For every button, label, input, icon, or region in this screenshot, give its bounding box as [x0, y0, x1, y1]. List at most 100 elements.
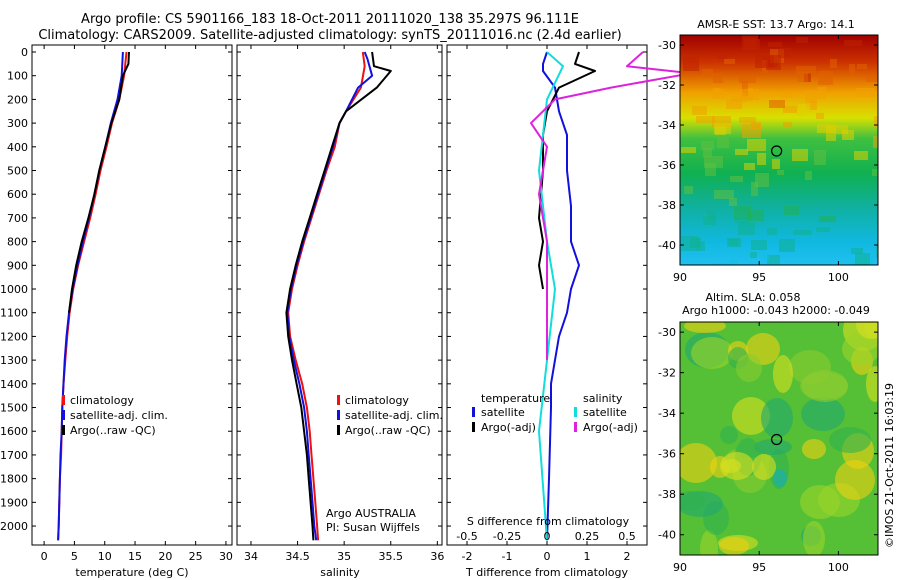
sst-texture-cell — [734, 206, 751, 220]
y-tick-label: 500 — [7, 165, 28, 178]
sst-texture-cell — [816, 113, 824, 119]
sst-texture-cell — [781, 93, 792, 98]
y-tick-label: 1300 — [0, 354, 28, 367]
sst-texture-cell — [713, 88, 720, 94]
x-tick-label: 30 — [219, 550, 233, 563]
argo-location-marker — [771, 433, 783, 446]
sst-texture-cell — [683, 57, 699, 71]
sst-texture-cell — [742, 35, 760, 50]
series-line-t-satellite — [542, 51, 580, 541]
x-tick-label: 100 — [828, 561, 849, 574]
x-tick-label: 1 — [584, 550, 591, 563]
sst-texture-cell — [817, 124, 835, 133]
sst-texture-cell — [779, 239, 795, 252]
sst-texture-cell — [735, 149, 748, 155]
x-tick-label: -2 — [462, 550, 473, 563]
sst-texture-cell — [747, 139, 766, 151]
sla-texture-cell — [800, 372, 848, 400]
y-tick-label: -30 — [658, 39, 676, 52]
series-line-s-satellite — [538, 51, 564, 541]
sst-texture-cell — [816, 227, 830, 232]
sst-texture-cell — [729, 198, 737, 206]
y-tick-label: -34 — [658, 407, 676, 420]
sla-texture-cell — [761, 398, 793, 438]
sst-texture-cell — [767, 228, 777, 235]
y-tick-label: 1400 — [0, 378, 28, 391]
salinity-xlabel: salinity — [320, 566, 360, 579]
difference-legend-temperature: temperature satellite Argo(-adj) — [472, 392, 550, 434]
temperature-xlabel: temperature (deg C) — [75, 566, 188, 579]
sst-texture-cell — [729, 239, 738, 245]
y-tick-label: -36 — [658, 159, 676, 172]
sla-texture-cell — [754, 439, 792, 455]
sal-diff-tick-label: -0.25 — [493, 530, 521, 543]
y-tick-label: -38 — [658, 488, 676, 501]
sst-texture-cell — [793, 230, 812, 235]
sla-texture-cell — [680, 443, 717, 483]
sst-texture-cell — [701, 141, 714, 150]
sst-texture-cell — [873, 136, 878, 148]
sst-map-frame — [679, 34, 879, 266]
sst-texture-cell — [703, 216, 716, 225]
sst-texture-cell — [778, 48, 791, 58]
sst-texture-cell — [810, 100, 817, 110]
sst-texture-cell — [711, 263, 726, 265]
y-tick-label: -34 — [658, 119, 676, 132]
salinity-legend: climatology satellite-adj. clim. Argo(..… — [337, 394, 443, 437]
sst-texture-cell — [818, 71, 833, 85]
sst-texture-cell — [705, 163, 716, 176]
x-tick-label: 35.5 — [379, 550, 404, 563]
y-tick-label: 2000 — [0, 520, 28, 533]
y-tick-label: 1200 — [0, 330, 28, 343]
sst-texture-cell — [826, 126, 836, 141]
x-tick-label: 95 — [752, 561, 766, 574]
y-tick-label: 400 — [7, 141, 28, 154]
series-line-argo-raw-qc — [285, 51, 392, 541]
sst-texture-cell — [844, 40, 862, 46]
sst-texture-cell — [729, 260, 738, 265]
sst-texture-cell — [714, 123, 731, 134]
sst-texture-cell — [814, 150, 826, 165]
x-tick-label: 0 — [41, 550, 48, 563]
x-tick-label: 35 — [337, 550, 351, 563]
sla-map-panel: Altim. SLA: 0.058 Argo h1000: -0.043 h20… — [658, 291, 879, 574]
difference-legend-salinity: salinity satellite Argo(-adj) — [574, 392, 638, 434]
legend-swatch-s-argo — [574, 422, 577, 432]
difference-panel: -2 -1 0 1 2 T difference from climatology S … — [446, 44, 692, 579]
sla-texture-cell — [732, 397, 770, 435]
sst-texture-cell — [866, 76, 878, 82]
sst-texture-cell — [713, 73, 723, 83]
y-tick-label: 1500 — [0, 402, 28, 415]
sst-texture-cell — [684, 186, 693, 194]
sst-texture-cell — [748, 210, 764, 221]
sst-texture-cell — [714, 190, 734, 199]
series-line-s-argo-adj — [530, 51, 692, 361]
sst-texture-cell — [762, 253, 769, 260]
sla-texture-cell — [752, 454, 776, 480]
sal-diff-tick-label: 0.25 — [575, 530, 600, 543]
sla-texture-cell — [842, 333, 878, 365]
sla-texture-cell — [800, 485, 840, 519]
sst-texture-cell — [739, 117, 756, 123]
sst-texture-cell — [692, 106, 707, 115]
legend-climatology: climatology — [70, 394, 134, 407]
x-tick-label: -1 — [502, 550, 513, 563]
y-tick-label: 1100 — [0, 307, 28, 320]
sst-texture-cell — [717, 54, 727, 59]
temperature-panel: 0100200300400500600700800900100011001200… — [0, 44, 233, 579]
sst-texture-cell — [835, 125, 848, 134]
legend-swatch-satellite — [62, 410, 65, 420]
header-line2: Climatology: CARS2009. Satellite-adjuste… — [38, 28, 621, 43]
sst-texture-cell — [731, 93, 746, 102]
sst-texture-cell — [757, 153, 766, 165]
sla-texture-cell — [680, 491, 705, 511]
sst-texture-cell — [744, 163, 755, 170]
sst-texture-cell — [872, 169, 878, 176]
y-tick-label: 200 — [7, 93, 28, 106]
legend-swatch-t-argo — [472, 422, 475, 432]
argo-location-marker — [771, 145, 783, 157]
legend-swatch-climatology — [62, 395, 65, 405]
sst-texture-cell — [876, 245, 878, 258]
sst-texture-cell — [730, 176, 743, 182]
sla-map-subtitle: Argo h1000: -0.043 h2000: -0.049 — [682, 304, 870, 317]
